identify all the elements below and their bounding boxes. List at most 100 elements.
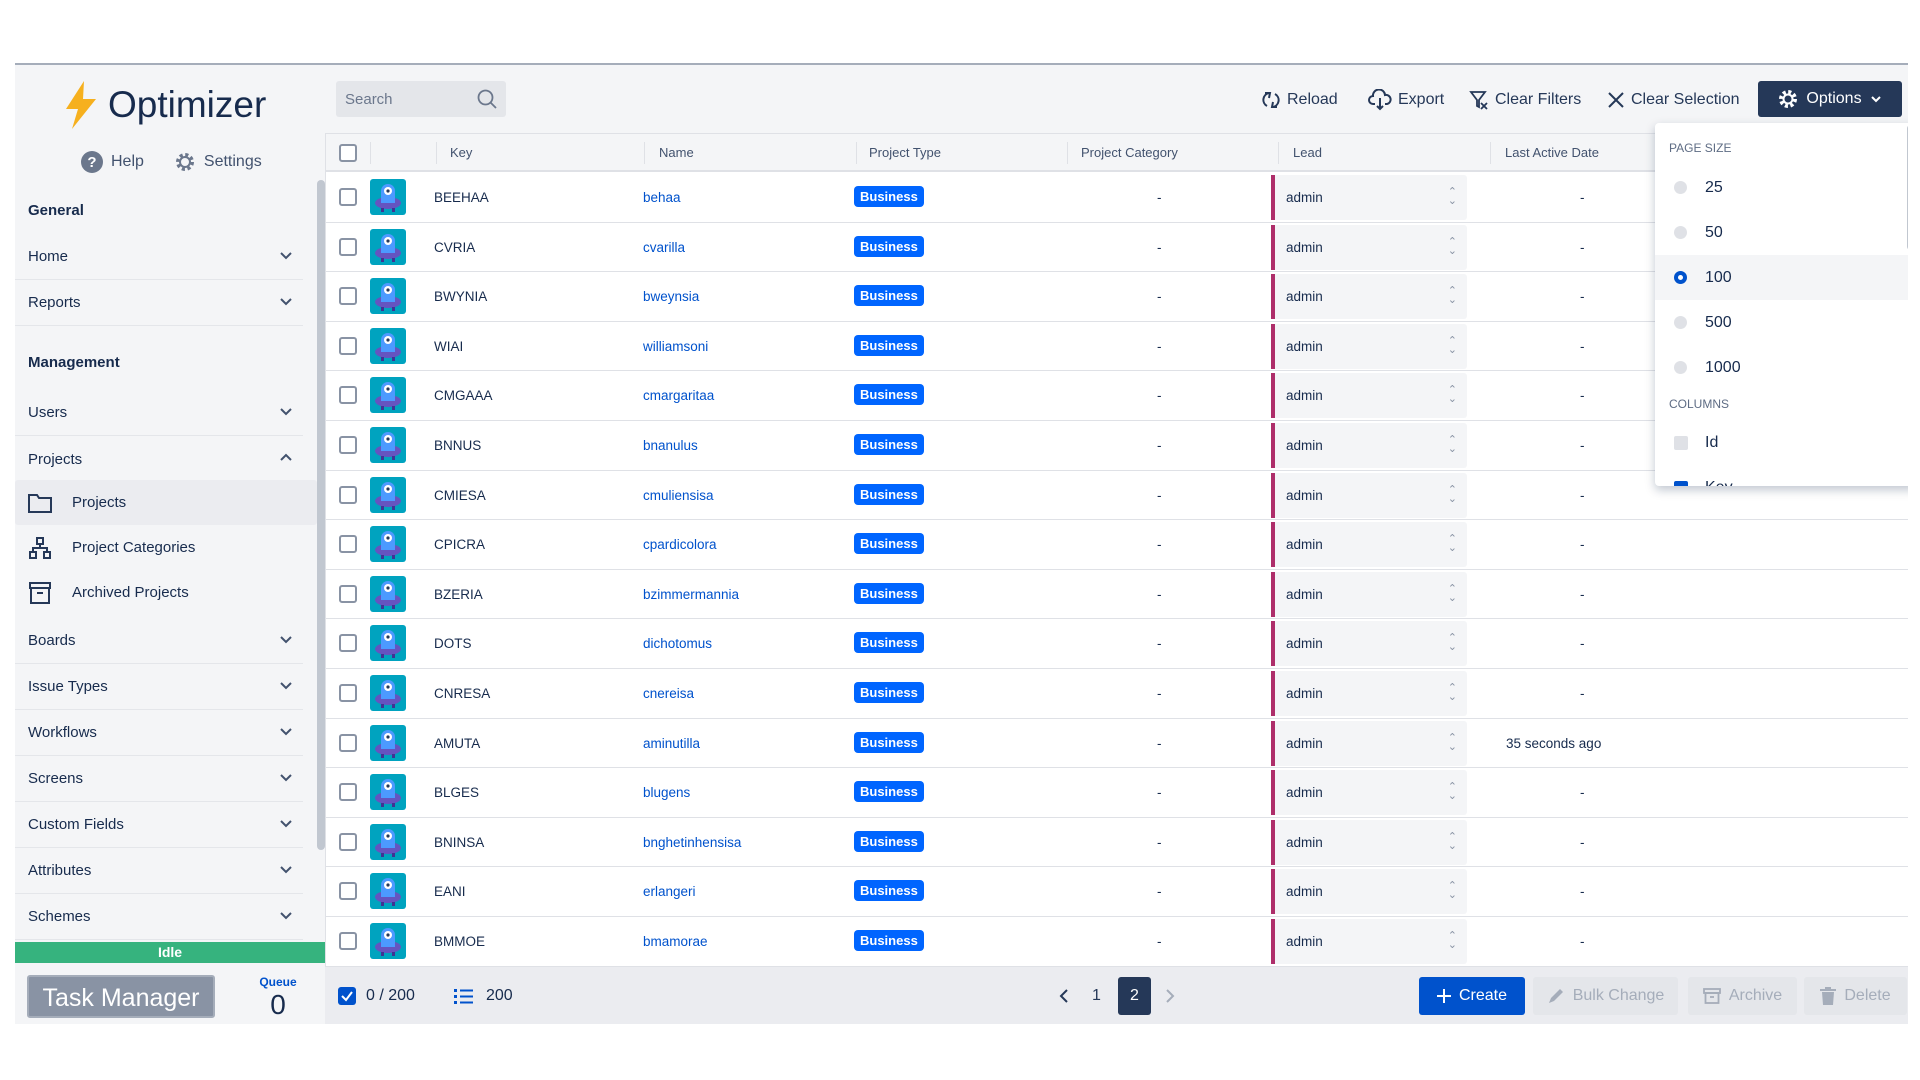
- sidebar-item-attributes[interactable]: Attributes: [15, 848, 303, 894]
- delete-button[interactable]: Delete: [1804, 977, 1907, 1015]
- row-checkbox[interactable]: [339, 386, 357, 405]
- lead-select[interactable]: admin ⌃ ⌄: [1271, 373, 1467, 419]
- select-all-checkbox[interactable]: [339, 144, 357, 162]
- row-checkbox[interactable]: [339, 436, 357, 454]
- sidebar-subitem-projects[interactable]: Projects: [15, 480, 317, 525]
- column-checkbox[interactable]: [1674, 436, 1688, 450]
- selection-checkbox[interactable]: [338, 987, 356, 1005]
- lead-select[interactable]: admin ⌃ ⌄: [1271, 671, 1467, 716]
- table-row[interactable]: BEEHAA behaa Business - admin ⌃ ⌄ -: [326, 173, 1908, 223]
- sidebar-item-users[interactable]: Users: [15, 390, 303, 436]
- row-checkbox[interactable]: [339, 932, 357, 950]
- row-checkbox[interactable]: [339, 733, 357, 752]
- table-row[interactable]: CPICRA cpardicolora Business - admin ⌃ ⌄ -: [326, 520, 1908, 570]
- clear-selection-button[interactable]: Clear Selection: [1607, 83, 1740, 117]
- project-name-link[interactable]: bmamorae: [643, 934, 708, 949]
- lead-select[interactable]: admin ⌃ ⌄: [1271, 770, 1467, 816]
- clear-filters-button[interactable]: Clear Filters: [1469, 83, 1581, 117]
- row-checkbox[interactable]: [339, 882, 357, 901]
- project-name-link[interactable]: behaa: [643, 190, 681, 205]
- radio-button[interactable]: [1674, 226, 1687, 239]
- lead-select[interactable]: admin ⌃ ⌄: [1271, 274, 1467, 320]
- table-row[interactable]: AMUTA aminutilla Business - admin ⌃ ⌄ 35 second…: [326, 719, 1908, 769]
- row-checkbox[interactable]: [339, 535, 357, 554]
- row-checkbox[interactable]: [339, 188, 357, 206]
- dropdown-scrollbar[interactable]: [1907, 125, 1908, 250]
- column-header-last-active-date[interactable]: Last Active Date: [1505, 145, 1599, 160]
- sidebar-item-reports[interactable]: Reports: [15, 280, 303, 326]
- sidebar-subitem-project-categories[interactable]: Project Categories: [15, 525, 317, 570]
- bulk-change-button[interactable]: Bulk Change: [1533, 977, 1678, 1015]
- sidebar-item-boards[interactable]: Boards: [15, 618, 303, 664]
- table-row[interactable]: CNRESA cnereisa Business - admin ⌃ ⌄ -: [326, 669, 1908, 719]
- radio-button[interactable]: [1674, 271, 1687, 284]
- table-row[interactable]: BMMOE bmamorae Business - admin ⌃ ⌄ -: [326, 917, 1908, 967]
- page-size-option-1000[interactable]: 1000: [1655, 345, 1908, 390]
- project-name-link[interactable]: erlangeri: [643, 884, 696, 900]
- export-button[interactable]: Export: [1368, 83, 1444, 117]
- lead-select[interactable]: admin ⌃ ⌄: [1271, 522, 1467, 568]
- column-option-id[interactable]: Id: [1655, 420, 1908, 465]
- reload-button[interactable]: Reload: [1261, 83, 1338, 117]
- archive-button[interactable]: Archive: [1688, 977, 1797, 1015]
- row-checkbox[interactable]: [339, 584, 357, 603]
- table-row[interactable]: WIAI williamsoni Business - admin ⌃ ⌄ -: [326, 322, 1908, 372]
- column-header-name[interactable]: Name: [659, 145, 694, 160]
- lead-select[interactable]: admin ⌃ ⌄: [1271, 175, 1467, 220]
- table-row[interactable]: BWYNIA bweynsia Business - admin ⌃ ⌄ -: [326, 272, 1908, 322]
- project-name-link[interactable]: cmargaritaa: [643, 388, 715, 404]
- lead-select[interactable]: admin ⌃ ⌄: [1271, 720, 1467, 766]
- page-size-option-100[interactable]: 100: [1655, 255, 1908, 300]
- project-name-link[interactable]: cmuliensisa: [643, 487, 714, 503]
- column-option-key[interactable]: Key: [1655, 465, 1908, 486]
- row-checkbox[interactable]: [339, 336, 357, 355]
- radio-button[interactable]: [1674, 316, 1687, 329]
- search-input[interactable]: Search: [336, 81, 506, 117]
- sidebar-item-projects[interactable]: Projects: [15, 436, 303, 482]
- lead-select[interactable]: admin ⌃ ⌄: [1271, 919, 1467, 964]
- sidebar-item-schemes[interactable]: Schemes: [15, 894, 303, 940]
- lead-select[interactable]: admin ⌃ ⌄: [1271, 819, 1467, 865]
- sidebar-item-screens[interactable]: Screens: [15, 756, 303, 802]
- row-checkbox[interactable]: [339, 237, 357, 256]
- project-name-link[interactable]: cpardicolora: [643, 537, 717, 553]
- project-name-link[interactable]: williamsoni: [643, 338, 709, 354]
- row-checkbox[interactable]: [339, 783, 357, 802]
- project-name-link[interactable]: dichotomus: [643, 636, 713, 652]
- chevron-right-icon[interactable]: [1165, 989, 1175, 1003]
- lead-select[interactable]: admin ⌃ ⌄: [1271, 571, 1467, 617]
- lead-select[interactable]: admin ⌃ ⌄: [1271, 621, 1467, 667]
- sidebar-item-workflows[interactable]: Workflows: [15, 710, 303, 756]
- project-name-link[interactable]: bzimmermannia: [643, 586, 740, 602]
- lead-select[interactable]: admin ⌃ ⌄: [1271, 472, 1467, 518]
- row-checkbox[interactable]: [339, 832, 357, 851]
- column-header-key[interactable]: Key: [450, 145, 473, 160]
- table-row[interactable]: BZERIA bzimmermannia Business - admin ⌃ ⌄ -: [326, 570, 1908, 620]
- project-name-link[interactable]: bweynsia: [643, 289, 700, 305]
- project-name-link[interactable]: bnanulus: [643, 438, 698, 453]
- column-header-project-type[interactable]: Project Type: [869, 145, 942, 160]
- project-name-link[interactable]: cvarilla: [643, 239, 686, 255]
- lead-select[interactable]: admin ⌃ ⌄: [1271, 323, 1467, 369]
- sidebar-subitem-archived-projects[interactable]: Archived Projects: [15, 570, 317, 615]
- sidebar-scrollbar[interactable]: [317, 180, 325, 850]
- page-size-option-50[interactable]: 50: [1655, 210, 1908, 255]
- column-checkbox[interactable]: [1674, 481, 1688, 486]
- page-size-option-500[interactable]: 500: [1655, 300, 1908, 345]
- create-button[interactable]: Create: [1419, 977, 1525, 1015]
- table-row[interactable]: CMIESA cmuliensisa Business - admin ⌃ ⌄ -: [326, 471, 1908, 521]
- settings-link[interactable]: Settings: [174, 151, 262, 173]
- column-header-project-category[interactable]: Project Category: [1081, 145, 1178, 160]
- help-link[interactable]: ? Help: [81, 151, 144, 173]
- table-row[interactable]: BNINSA bnghetinhensisa Business - admin ⌃ ⌄ -: [326, 818, 1908, 868]
- page-1-button[interactable]: 1: [1092, 987, 1101, 1004]
- lead-select[interactable]: admin ⌃ ⌄: [1271, 423, 1467, 468]
- table-row[interactable]: BNNUS bnanulus Business - admin ⌃ ⌄ -: [326, 421, 1908, 471]
- project-name-link[interactable]: bnghetinhensisa: [643, 834, 742, 850]
- radio-button[interactable]: [1674, 181, 1687, 194]
- sidebar-item-issue-types[interactable]: Issue Types: [15, 664, 303, 710]
- task-manager-button[interactable]: Task Manager: [27, 975, 215, 1018]
- table-row[interactable]: DOTS dichotomus Business - admin ⌃ ⌄ -: [326, 619, 1908, 669]
- row-checkbox[interactable]: [339, 634, 357, 653]
- row-checkbox[interactable]: [339, 287, 357, 306]
